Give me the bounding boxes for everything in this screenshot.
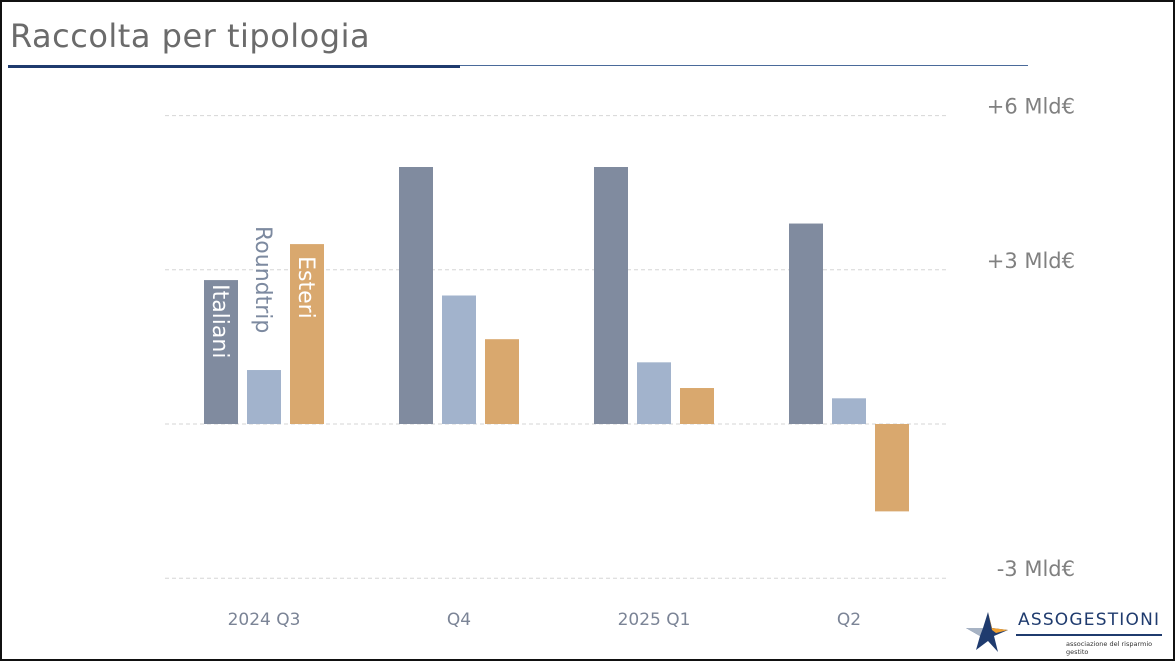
y-tick-label: -3 Mld€ bbox=[997, 557, 1075, 581]
series-label-italiani: Italiani bbox=[207, 284, 232, 358]
bar-esteri-2 bbox=[680, 388, 714, 424]
x-tick-label: Q2 bbox=[837, 610, 861, 630]
series-label-esteri: Esteri bbox=[293, 256, 318, 319]
bar-esteri-3 bbox=[875, 424, 909, 512]
bar-esteri-0 bbox=[290, 244, 324, 424]
bar-italiani-1 bbox=[399, 167, 433, 424]
series-label-roundtrip: Roundtrip bbox=[250, 226, 275, 333]
x-tick-label: 2025 Q1 bbox=[618, 610, 691, 630]
logo-name: ASSOGESTIONI bbox=[1018, 610, 1161, 630]
bar-roundtrip-1 bbox=[442, 295, 476, 424]
bar-italiani-2 bbox=[594, 167, 628, 424]
assogestioni-logo: ASSOGESTIONI associazione del risparmio … bbox=[962, 608, 1168, 656]
title-rule-dark bbox=[8, 65, 460, 68]
bar-roundtrip-3 bbox=[832, 398, 866, 424]
star-logo-icon bbox=[966, 612, 1008, 652]
bar-italiani-0 bbox=[204, 280, 238, 424]
logo-underline bbox=[1016, 634, 1162, 636]
bar-roundtrip-0 bbox=[247, 370, 281, 424]
y-tick-label: +3 Mld€ bbox=[987, 249, 1075, 273]
logo-subtitle: associazione del risparmio gestito bbox=[1066, 640, 1153, 656]
bar-esteri-1 bbox=[485, 339, 519, 424]
x-tick-label: Q4 bbox=[447, 610, 471, 630]
page-title: Raccolta per tipologia bbox=[10, 17, 371, 55]
x-tick-label: 2024 Q3 bbox=[228, 610, 301, 630]
y-tick-label: +6 Mld€ bbox=[987, 95, 1075, 119]
bar-italiani-3 bbox=[789, 223, 823, 424]
bar-roundtrip-2 bbox=[637, 362, 671, 424]
title-rule-light bbox=[460, 65, 1028, 66]
